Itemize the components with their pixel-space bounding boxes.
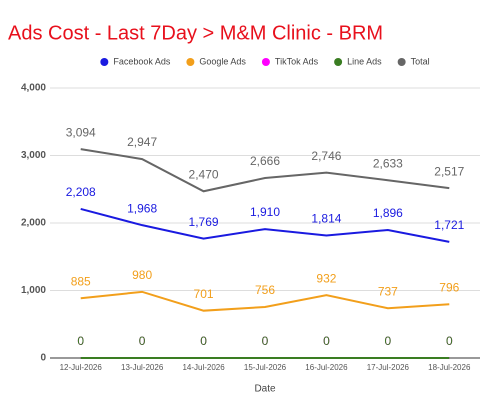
legend-marker (261, 58, 270, 66)
legend-label: Facebook Ads (113, 56, 171, 66)
x-axis-label: Date (254, 384, 276, 395)
y-tick-label: 1,000 (21, 285, 46, 296)
data-label: 0 (139, 334, 146, 348)
data-label: 0 (262, 334, 269, 348)
legend-marker (334, 58, 343, 66)
data-label: 2,470 (189, 167, 219, 181)
data-label: 0 (323, 334, 330, 348)
x-tick-label: 14-Jul-2026 (182, 363, 225, 372)
x-tick-label: 17-Jul-2026 (367, 363, 410, 372)
y-tick-label: 4,000 (21, 83, 46, 94)
data-label: 756 (255, 283, 275, 297)
y-tick-label: 2,000 (21, 218, 46, 229)
legend-label: Google Ads (199, 56, 246, 66)
data-label: 737 (378, 284, 398, 298)
legend-label: TikTok Ads (275, 56, 319, 66)
series-line (80, 207, 450, 243)
data-label: 0 (446, 334, 453, 348)
data-label: 1,721 (434, 218, 464, 232)
data-label: 796 (439, 280, 459, 294)
data-label: 0 (77, 334, 84, 348)
x-tick-label: 12-Jul-2026 (60, 363, 103, 372)
series-line (80, 148, 450, 193)
y-tick-label: 3,000 (21, 150, 46, 161)
legend-marker (186, 58, 195, 66)
data-label: 0 (385, 334, 392, 348)
legend-marker (100, 58, 109, 66)
data-label: 3,094 (66, 125, 96, 139)
legend-marker (397, 58, 406, 66)
legend-label: Line Ads (347, 56, 382, 66)
legend: Facebook Ads Google Ads TikTok Ads Line Ads… (100, 56, 430, 66)
data-label: 0 (262, 334, 269, 348)
data-label: 1,814 (311, 212, 341, 226)
data-label: 0 (200, 334, 207, 348)
data-label: 932 (316, 271, 336, 285)
data-label: 2,947 (127, 135, 157, 149)
x-tick-label: 15-Jul-2026 (244, 363, 287, 372)
data-label: 1,910 (250, 205, 280, 219)
data-label: 885 (71, 274, 91, 288)
data-label: 0 (77, 334, 84, 348)
y-tick-label: 0 (40, 353, 46, 364)
data-label: 0 (385, 334, 392, 348)
data-label: 2,208 (66, 185, 96, 199)
x-tick-label: 18-Jul-2026 (428, 363, 471, 372)
series-line (80, 290, 450, 312)
data-label: 0 (446, 334, 453, 348)
data-label: 1,769 (189, 215, 219, 229)
data-label: 2,746 (311, 149, 341, 163)
x-tick-label: 13-Jul-2026 (121, 363, 164, 372)
data-label: 701 (194, 287, 214, 301)
data-label: 0 (139, 334, 146, 348)
data-label: 1,968 (127, 201, 157, 215)
data-label: 0 (200, 334, 207, 348)
data-label: 0 (323, 334, 330, 348)
data-label: 1,896 (373, 206, 403, 220)
data-label: 2,666 (250, 154, 280, 168)
data-label: 980 (132, 268, 152, 282)
legend-label: Total (411, 56, 430, 66)
data-label: 2,633 (373, 156, 403, 170)
chart-title: Ads Cost - Last 7Day > M&M Clinic - BRM (8, 22, 383, 44)
x-tick-label: 16-Jul-2026 (305, 363, 348, 372)
data-label: 2,517 (434, 164, 464, 178)
